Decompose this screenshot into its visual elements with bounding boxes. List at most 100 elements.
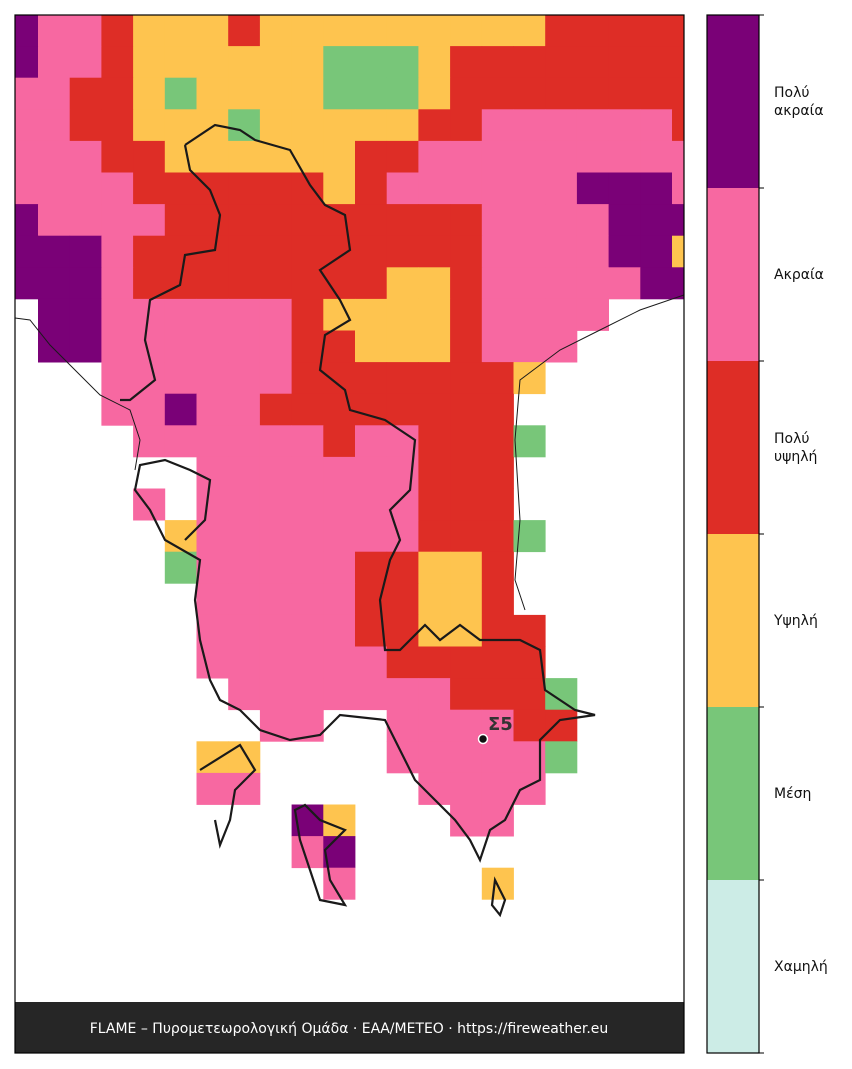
- grid-cell: [545, 172, 578, 205]
- grid-cell: [164, 235, 197, 268]
- grid-cell: [15, 15, 39, 47]
- grid-cell: [15, 46, 39, 79]
- grid-cell: [101, 298, 134, 331]
- grid-cell: [386, 235, 419, 268]
- grid-cell: [418, 204, 451, 237]
- grid-cell: [355, 46, 388, 79]
- grid-cell: [418, 393, 451, 426]
- grid-cell: [481, 583, 514, 616]
- grid-cell: [133, 77, 166, 110]
- grid-cell: [323, 77, 356, 110]
- grid-cell: [450, 709, 483, 742]
- grid-cell: [450, 15, 483, 47]
- grid-cell: [481, 15, 514, 47]
- grid-cell: [418, 520, 451, 553]
- grid-cell: [196, 46, 229, 79]
- grid-cell: [196, 204, 229, 237]
- footer-bar: [15, 1002, 684, 1053]
- grid-cell: [133, 393, 166, 426]
- grid-cell: [164, 140, 197, 173]
- grid-cell: [450, 583, 483, 616]
- grid-cell: [259, 678, 292, 711]
- grid-cell: [291, 140, 324, 173]
- grid-cell: [133, 109, 166, 142]
- grid-cell: [545, 267, 578, 300]
- border: [15, 294, 684, 611]
- grid-cell: [196, 140, 229, 173]
- grid-cell: [259, 709, 292, 742]
- grid-cell: [418, 77, 451, 110]
- grid-cell: [355, 267, 388, 300]
- grid-cell: [228, 583, 261, 616]
- grid-cell: [101, 267, 134, 300]
- grid-cell: [259, 393, 292, 426]
- grid-cell: [418, 15, 451, 47]
- grid-cell: [418, 46, 451, 79]
- grid-cell: [323, 204, 356, 237]
- grid-cell: [69, 15, 102, 47]
- grid-cell: [291, 267, 324, 300]
- grid-cell: [291, 678, 324, 711]
- grid-cell: [450, 646, 483, 679]
- grid-cell: [291, 393, 324, 426]
- grid-cell: [576, 267, 609, 300]
- grid-cell: [418, 488, 451, 521]
- grid-cell: [545, 204, 578, 237]
- grid-cell: [355, 140, 388, 173]
- grid-cell: [513, 109, 546, 142]
- grid-cell: [38, 172, 71, 205]
- grid-cell: [196, 109, 229, 142]
- grid-cell: [196, 15, 229, 47]
- grid-cell: [228, 456, 261, 489]
- grid-cell: [450, 520, 483, 553]
- grid-cell: [608, 172, 641, 205]
- grid-cell: [133, 172, 166, 205]
- grid-cell: [323, 488, 356, 521]
- grid-cell: [323, 456, 356, 489]
- grid-cell: [323, 646, 356, 679]
- grid-cell: [196, 172, 229, 205]
- grid-cell: [291, 520, 324, 553]
- grid-cell: [323, 678, 356, 711]
- grid-cell: [323, 836, 356, 869]
- grid-cell: [418, 109, 451, 142]
- grid-cell: [133, 362, 166, 395]
- grid-cell: [386, 204, 419, 237]
- grid-cell: [196, 520, 229, 553]
- map-frame: [14, 14, 685, 1054]
- grid-cell: [323, 583, 356, 616]
- grid-cell: [386, 298, 419, 331]
- grid-cell: [576, 172, 609, 205]
- grid-cell: [164, 425, 197, 458]
- grid-cell: [481, 267, 514, 300]
- grid-cell: [323, 15, 356, 47]
- grid-cell: [481, 646, 514, 679]
- grid-cell: [323, 520, 356, 553]
- grid-cell: [481, 140, 514, 173]
- colorbar-segment: [707, 534, 759, 707]
- grid-cell: [38, 298, 71, 331]
- grid-cell: [513, 362, 546, 395]
- grid-cell: [481, 330, 514, 363]
- grid-cell: [355, 456, 388, 489]
- grid-cell: [513, 172, 546, 205]
- grid-cell: [481, 109, 514, 142]
- grid-cell: [481, 172, 514, 205]
- grid-cell: [386, 393, 419, 426]
- grid-cell: [640, 235, 673, 268]
- grid-cell: [481, 298, 514, 331]
- grid-cell: [450, 140, 483, 173]
- grid-cell: [481, 804, 514, 837]
- grid-cell: [608, 46, 641, 79]
- grid-cell: [323, 235, 356, 268]
- grid-cell: [291, 551, 324, 584]
- grid-cell: [355, 425, 388, 458]
- grid-cell: [228, 172, 261, 205]
- grid-cell: [196, 77, 229, 110]
- grid-cell: [196, 772, 229, 805]
- grid-cell: [196, 425, 229, 458]
- grid-cell: [259, 109, 292, 142]
- grid-cell: [355, 393, 388, 426]
- grid-cell: [386, 678, 419, 711]
- grid-cell: [355, 678, 388, 711]
